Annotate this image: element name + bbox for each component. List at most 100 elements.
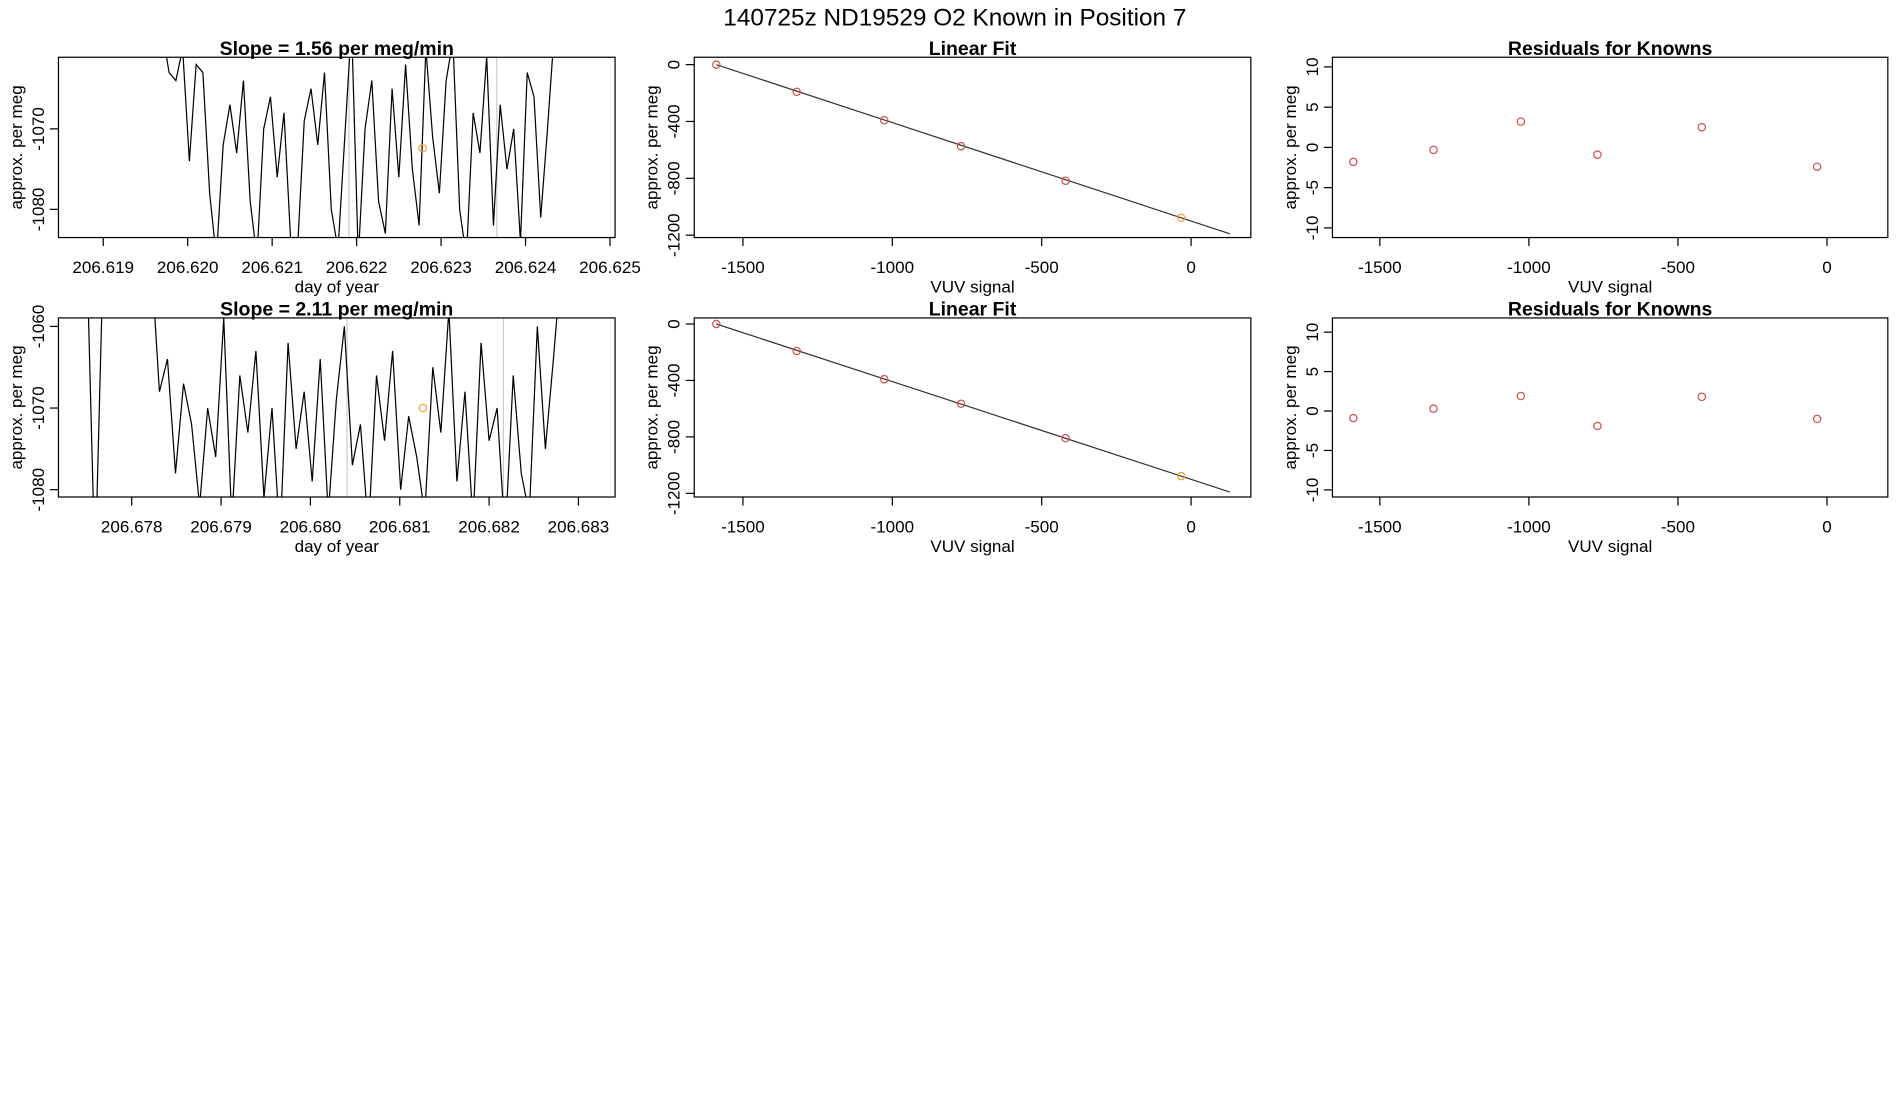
- x-tick-label: -1000: [871, 258, 915, 277]
- y-tick-label: 0: [665, 319, 684, 328]
- x-tick-label: -1500: [721, 258, 765, 277]
- panel: Residuals for Knowns VUV signal approx. pe…: [1281, 38, 1889, 296]
- y-tick-label: 0: [1303, 406, 1322, 415]
- panel-title: Linear Fit: [929, 38, 1017, 60]
- fit-line: [716, 64, 1231, 235]
- point: [712, 60, 721, 69]
- panel: Slope = 2.11 per meg/min day of year appro…: [7, 299, 616, 556]
- series-line: [87, 317, 558, 498]
- y-tick-label: -5: [1303, 443, 1322, 458]
- plot-area: [87, 317, 558, 498]
- y-tick-label: 5: [1303, 367, 1322, 376]
- y-tick-label: 10: [1303, 323, 1322, 342]
- x-tick-label: -1500: [721, 517, 765, 536]
- fit-line: [716, 323, 1231, 493]
- x-tick-label: -1500: [1358, 517, 1402, 536]
- y-tick-label: -800: [665, 161, 684, 195]
- x-tick-label: -500: [1025, 517, 1059, 536]
- x-tick-label: 206.622: [326, 258, 388, 277]
- y-tick-label: 10: [1303, 57, 1322, 76]
- panel-title: Residuals for Knowns: [1508, 38, 1713, 60]
- point: [879, 115, 889, 125]
- point: [1593, 421, 1602, 431]
- y-tick-label: -1080: [29, 188, 48, 232]
- x-tick-label: 206.620: [157, 258, 219, 277]
- y-axis-label: approx. per meg: [1281, 85, 1300, 209]
- point: [1061, 433, 1070, 443]
- series-line: [165, 57, 554, 238]
- x-tick-label: 206.679: [190, 517, 252, 536]
- point: [1516, 391, 1526, 401]
- x-tick-label: -500: [1025, 258, 1059, 277]
- y-tick-label: -1200: [665, 472, 684, 516]
- x-axis-label: VUV signal: [1568, 537, 1652, 556]
- y-tick-label: -10: [1303, 216, 1322, 241]
- x-tick-label: -500: [1661, 517, 1695, 536]
- y-axis-label: approx. per meg: [643, 85, 662, 209]
- point: [1593, 150, 1602, 159]
- point: [1176, 213, 1186, 223]
- y-tick-label: -1070: [29, 386, 48, 430]
- x-axis-label: VUV signal: [1568, 277, 1652, 296]
- y-tick-label: 0: [665, 60, 684, 69]
- point: [712, 319, 721, 329]
- point: [1349, 157, 1358, 167]
- plot-frame: [693, 317, 1252, 498]
- x-axis-label: day of year: [295, 277, 380, 296]
- x-tick-label: 206.682: [458, 517, 520, 536]
- panel: Slope = 1.56 per meg/min day of year appro…: [7, 38, 641, 297]
- x-tick-label: 206.680: [280, 517, 342, 536]
- x-tick-label: 206.681: [369, 517, 431, 536]
- plot-area: [712, 319, 1231, 493]
- y-tick-label: -5: [1303, 180, 1322, 195]
- x-axis-label: VUV signal: [930, 537, 1014, 556]
- plot-frame: [1331, 56, 1889, 239]
- point: [1061, 176, 1070, 185]
- x-tick-label: 206.623: [410, 258, 472, 277]
- panel-title: Slope = 1.56 per meg/min: [220, 38, 454, 60]
- x-tick-label: 0: [1186, 258, 1195, 277]
- plot-frame: [1331, 317, 1889, 498]
- panel: Residuals for Knowns VUV signal approx. pe…: [1281, 299, 1889, 556]
- y-tick-label: 5: [1303, 102, 1322, 111]
- x-axis-label: day of year: [295, 537, 380, 556]
- panel-title: Linear Fit: [929, 299, 1017, 321]
- x-tick-label: 206.678: [101, 517, 163, 536]
- plot-area: [712, 60, 1231, 235]
- x-tick-label: -500: [1661, 258, 1695, 277]
- plot-frame: [57, 56, 616, 239]
- point: [1429, 404, 1438, 413]
- y-axis-label: approx. per meg: [643, 345, 662, 469]
- y-tick-label: -1200: [665, 213, 684, 257]
- plot-area: [165, 57, 554, 238]
- x-tick-label: 206.683: [548, 517, 610, 536]
- y-tick-label: 0: [1303, 143, 1322, 152]
- y-tick-label: -1060: [29, 305, 48, 349]
- x-tick-label: 206.621: [241, 258, 303, 277]
- x-tick-label: 0: [1822, 258, 1831, 277]
- point: [792, 346, 801, 356]
- y-axis-label: approx. per meg: [1281, 345, 1300, 469]
- x-tick-label: 206.624: [495, 258, 557, 277]
- point: [1697, 123, 1707, 132]
- x-tick-label: -1000: [1507, 258, 1551, 277]
- point: [792, 87, 801, 97]
- x-tick-label: 0: [1186, 517, 1195, 536]
- point: [1516, 117, 1526, 126]
- x-tick-label: 206.619: [72, 258, 134, 277]
- panel: Linear Fit VUV signal approx. per meg -1500…: [643, 38, 1252, 296]
- panel-title: Slope = 2.11 per meg/min: [220, 299, 453, 321]
- plot-frame: [57, 317, 616, 498]
- plot-area: [1349, 117, 1822, 171]
- point: [1349, 413, 1358, 423]
- y-tick-label: -400: [665, 104, 684, 138]
- point: [956, 141, 966, 151]
- y-axis-label: approx. per meg: [7, 85, 26, 209]
- x-tick-label: -1500: [1358, 258, 1402, 277]
- x-tick-label: -1000: [871, 517, 915, 536]
- y-axis-label: approx. per meg: [7, 345, 26, 469]
- page-title: 140725z ND19529 O2 Known in Position 7: [723, 5, 1186, 32]
- point: [879, 374, 889, 384]
